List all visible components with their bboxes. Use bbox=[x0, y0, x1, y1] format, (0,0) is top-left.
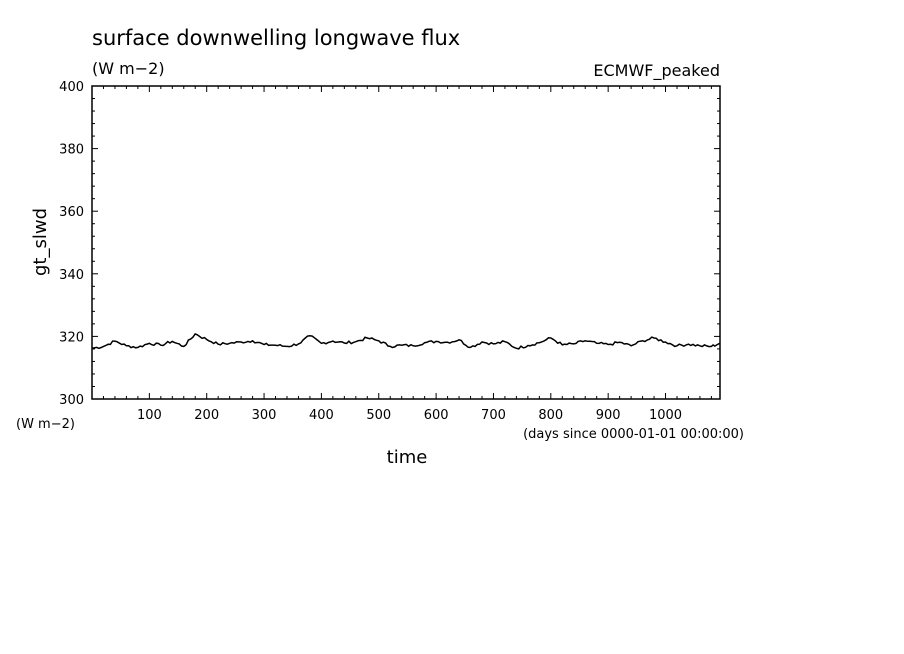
y-tick-label: 400 bbox=[59, 80, 84, 95]
axis-tick-labels: 100 200 300 400 500 600 700 800 900 1000 300 320 340… bbox=[59, 80, 682, 423]
axis-ticks bbox=[92, 85, 720, 400]
chart-title: surface downwelling longwave flux bbox=[92, 26, 460, 50]
x-tick-label: 800 bbox=[538, 408, 563, 423]
x-axis-units: (days since 0000-01-01 00:00:00) bbox=[523, 427, 744, 442]
y-tick-label: 320 bbox=[59, 330, 84, 345]
y-tick-label: 380 bbox=[59, 143, 84, 158]
y-tick-label: 340 bbox=[59, 268, 84, 283]
y-axis-label: gt_slwd bbox=[30, 208, 51, 276]
x-tick-label: 900 bbox=[596, 408, 621, 423]
y-tick-label: 300 bbox=[59, 393, 84, 408]
plot-frame bbox=[91, 85, 721, 400]
x-tick-label: 600 bbox=[424, 408, 449, 423]
x-axis-label: time bbox=[387, 447, 428, 468]
chart-annotation: ECMWF_peaked bbox=[593, 61, 720, 81]
x-tick-label: 1000 bbox=[649, 408, 682, 423]
x-tick-label: 700 bbox=[481, 408, 506, 423]
x-tick-label: 200 bbox=[194, 408, 219, 423]
x-tick-label: 500 bbox=[366, 408, 391, 423]
y-axis-units: (W m−2) bbox=[16, 417, 75, 432]
x-tick-label: 400 bbox=[309, 408, 334, 423]
x-tick-label: 300 bbox=[252, 408, 277, 423]
series-line bbox=[91, 332, 721, 350]
x-tick-label: 100 bbox=[137, 408, 162, 423]
chart-subtitle: (W m−2) bbox=[92, 59, 165, 78]
y-tick-label: 360 bbox=[59, 205, 84, 220]
